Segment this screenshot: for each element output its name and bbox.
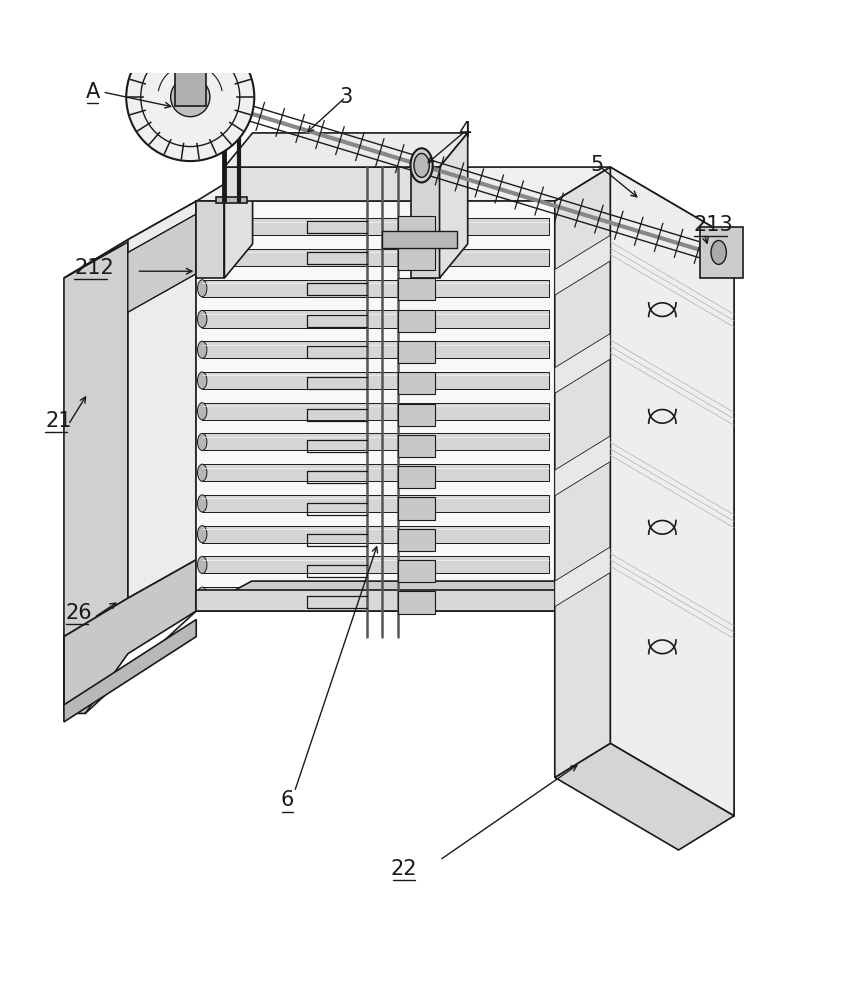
- Ellipse shape: [197, 526, 207, 543]
- Polygon shape: [202, 372, 548, 389]
- Polygon shape: [202, 587, 548, 604]
- Polygon shape: [397, 404, 435, 426]
- Polygon shape: [554, 743, 734, 850]
- Polygon shape: [397, 372, 435, 394]
- Polygon shape: [196, 581, 610, 611]
- Ellipse shape: [410, 148, 432, 182]
- Polygon shape: [397, 216, 435, 238]
- Polygon shape: [554, 167, 610, 777]
- Circle shape: [170, 77, 210, 117]
- Polygon shape: [202, 495, 548, 512]
- Polygon shape: [397, 560, 435, 582]
- Text: A: A: [86, 82, 100, 102]
- Ellipse shape: [710, 240, 726, 264]
- Ellipse shape: [197, 280, 207, 297]
- Polygon shape: [196, 167, 610, 201]
- Text: 6: 6: [281, 790, 294, 810]
- Polygon shape: [202, 218, 548, 235]
- Polygon shape: [196, 590, 554, 611]
- Polygon shape: [397, 247, 435, 270]
- Ellipse shape: [197, 495, 207, 512]
- Polygon shape: [202, 249, 548, 266]
- Polygon shape: [64, 240, 127, 637]
- Polygon shape: [196, 201, 554, 611]
- Polygon shape: [202, 464, 548, 481]
- Polygon shape: [554, 547, 610, 607]
- Ellipse shape: [197, 587, 207, 604]
- Polygon shape: [224, 133, 468, 167]
- Polygon shape: [224, 167, 439, 201]
- Polygon shape: [410, 167, 439, 278]
- Ellipse shape: [197, 249, 207, 266]
- Ellipse shape: [197, 372, 207, 389]
- Text: 213: 213: [693, 215, 733, 235]
- Polygon shape: [202, 556, 548, 573]
- Text: 212: 212: [74, 258, 114, 278]
- Ellipse shape: [197, 464, 207, 481]
- Polygon shape: [202, 403, 548, 420]
- Text: 5: 5: [590, 155, 604, 175]
- Polygon shape: [64, 560, 196, 713]
- Polygon shape: [202, 341, 548, 358]
- Polygon shape: [202, 310, 548, 328]
- Polygon shape: [610, 167, 734, 816]
- Polygon shape: [397, 466, 435, 488]
- Polygon shape: [127, 214, 196, 312]
- Text: 21: 21: [45, 411, 71, 431]
- Polygon shape: [397, 435, 435, 457]
- Text: 3: 3: [338, 87, 352, 107]
- Polygon shape: [215, 197, 247, 203]
- Polygon shape: [127, 201, 196, 598]
- Ellipse shape: [197, 433, 207, 450]
- Polygon shape: [196, 201, 224, 278]
- Polygon shape: [175, 65, 206, 106]
- Polygon shape: [382, 231, 456, 248]
- Polygon shape: [397, 278, 435, 300]
- Text: 22: 22: [390, 859, 417, 879]
- Polygon shape: [397, 529, 435, 551]
- Ellipse shape: [197, 310, 207, 328]
- Ellipse shape: [413, 153, 429, 177]
- Ellipse shape: [197, 341, 207, 358]
- Polygon shape: [64, 201, 196, 278]
- Polygon shape: [554, 235, 610, 295]
- Polygon shape: [64, 620, 196, 722]
- Ellipse shape: [197, 218, 207, 235]
- Polygon shape: [397, 341, 435, 363]
- Circle shape: [126, 33, 254, 161]
- Text: 4: 4: [458, 121, 471, 141]
- Text: 26: 26: [65, 603, 92, 623]
- Polygon shape: [554, 436, 610, 496]
- Polygon shape: [397, 310, 435, 332]
- Polygon shape: [202, 526, 548, 543]
- Polygon shape: [397, 497, 435, 520]
- Ellipse shape: [197, 403, 207, 420]
- Polygon shape: [202, 280, 548, 297]
- Polygon shape: [554, 334, 610, 393]
- Polygon shape: [224, 167, 252, 278]
- Ellipse shape: [197, 556, 207, 573]
- Polygon shape: [202, 433, 548, 450]
- Polygon shape: [397, 591, 435, 614]
- Polygon shape: [699, 227, 741, 278]
- Polygon shape: [439, 133, 468, 278]
